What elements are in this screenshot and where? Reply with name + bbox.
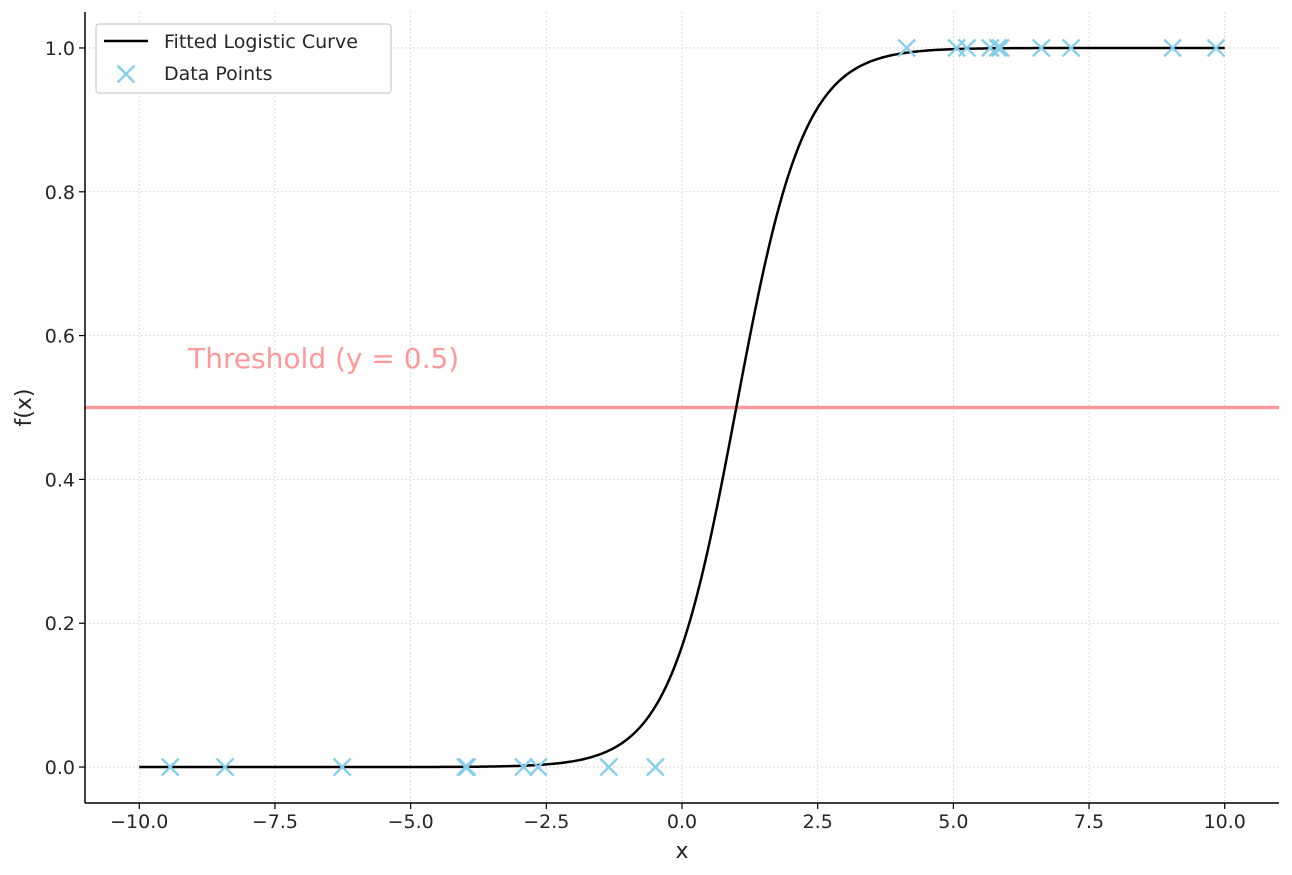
data-point (1061, 38, 1081, 58)
data-point (991, 38, 1010, 58)
legend-label-data-points: Data Points (164, 63, 272, 85)
data-point (1031, 38, 1051, 58)
data-point (957, 38, 977, 58)
logistic-curve-group (139, 46, 1225, 769)
y-ticks: 0.0 0.2 0.4 0.6 0.8 1.0 (45, 38, 85, 779)
data-point (457, 757, 477, 777)
data-point (988, 38, 1008, 58)
x-tick-label: −5.0 (388, 811, 434, 833)
x-ticks: −10.0 −7.5 −5.0 −2.5 0.0 2.5 5.0 7.5 10.0 (110, 803, 1246, 833)
x-tick-label: −10.0 (110, 811, 168, 833)
fitted-logistic-curve (139, 46, 1225, 769)
x-tick-label: 5.0 (938, 811, 968, 833)
legend: Fitted Logistic Curve Data Points (95, 23, 392, 94)
x-tick-label: −2.5 (523, 811, 569, 833)
data-point (646, 757, 665, 777)
data-points (160, 38, 1226, 777)
data-point (1206, 38, 1226, 58)
data-point (160, 757, 180, 777)
y-tick-label: 0.0 (45, 757, 75, 779)
y-axis-title: f(x) (12, 389, 37, 427)
x-tick-label: 0.0 (667, 811, 697, 833)
grid-lines (85, 12, 1279, 803)
y-tick-label: 0.2 (45, 613, 75, 635)
x-axis-title: x (675, 839, 688, 864)
legend-box (95, 23, 392, 94)
data-point (514, 757, 533, 777)
data-point (1163, 38, 1182, 58)
y-tick-label: 0.4 (45, 469, 75, 491)
data-point (897, 38, 917, 58)
x-tick-label: 7.5 (1074, 811, 1104, 833)
y-tick-label: 0.6 (45, 326, 75, 348)
y-tick-label: 1.0 (45, 38, 75, 60)
data-point (599, 757, 619, 777)
data-point (528, 757, 548, 777)
threshold-group: Threshold (y = 0.5) (85, 342, 1279, 410)
threshold-label: Threshold (y = 0.5) (187, 342, 459, 375)
data-point (215, 757, 235, 777)
y-tick-label: 0.8 (45, 182, 75, 204)
legend-x-marker-swatch (116, 64, 136, 84)
legend-x-marker (116, 64, 136, 84)
legend-label-fitted-curve: Fitted Logistic Curve (164, 31, 358, 53)
x-tick-label: 10.0 (1204, 811, 1246, 833)
data-point (332, 757, 352, 777)
x-tick-label: −7.5 (252, 811, 298, 833)
x-tick-label: 2.5 (803, 811, 833, 833)
